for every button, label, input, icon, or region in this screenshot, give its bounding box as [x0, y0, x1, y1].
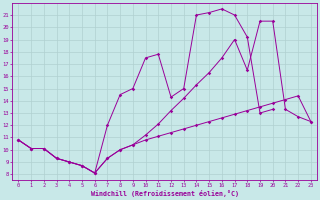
X-axis label: Windchill (Refroidissement éolien,°C): Windchill (Refroidissement éolien,°C) — [91, 190, 239, 197]
